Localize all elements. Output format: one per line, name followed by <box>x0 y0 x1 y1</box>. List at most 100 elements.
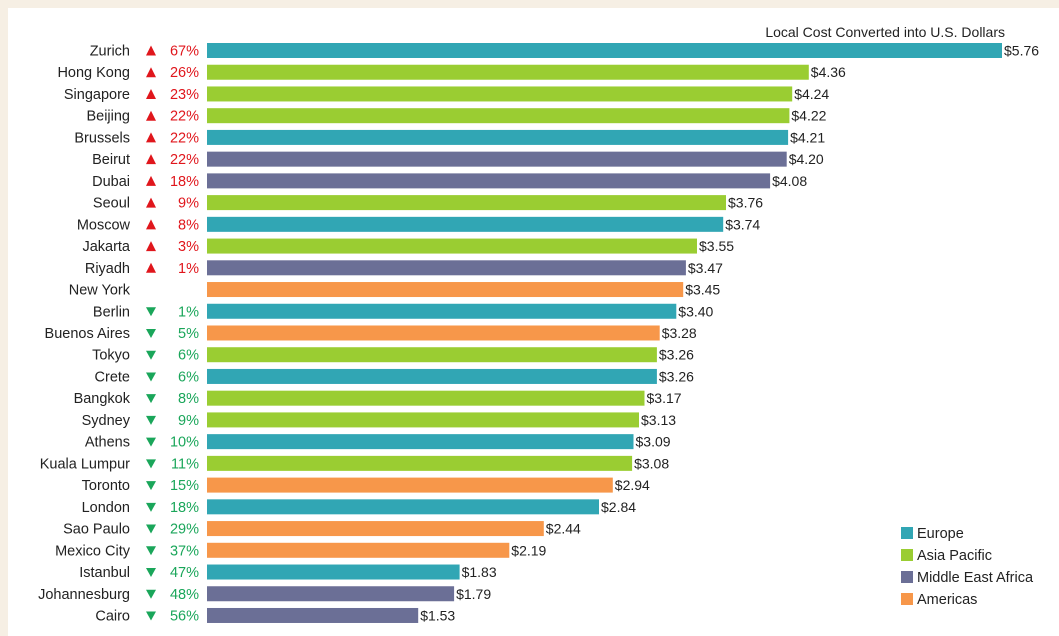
arrow-down-icon-mexico-city <box>146 546 156 556</box>
city-label-crete: Crete <box>95 369 130 385</box>
change-label-hong-kong: 26% <box>170 65 199 81</box>
city-label-jakarta: Jakarta <box>82 239 130 255</box>
value-label-sydney: $3.13 <box>641 412 676 428</box>
bar-row-hong-kong: Hong Kong 26% $4.36 <box>57 64 846 81</box>
arrow-up-icon-dubai <box>146 175 156 186</box>
arrow-up-icon-seoul <box>146 197 156 208</box>
value-label-new-york: $3.45 <box>685 282 720 298</box>
change-label-seoul: 9% <box>178 196 199 212</box>
arrow-down-icon-athens <box>146 437 156 447</box>
chart-title: Local Cost Converted into U.S. Dollars <box>765 24 1005 40</box>
value-label-singapore: $4.24 <box>794 86 829 102</box>
bar-row-sydney: Sydney 9% $3.13 <box>82 412 677 429</box>
arrow-down-icon-sao-paulo <box>146 524 156 534</box>
bar-row-sao-paulo: Sao Paulo 29% $2.44 <box>63 521 581 538</box>
legend-label-americas: Americas <box>917 592 977 608</box>
arrow-down-icon-tokyo <box>146 350 156 360</box>
bar-seoul <box>207 195 726 211</box>
city-label-buenos-aires: Buenos Aires <box>45 326 130 342</box>
legend-item-middle-east-africa: Middle East Africa <box>901 570 1034 586</box>
value-label-beirut: $4.20 <box>789 151 824 167</box>
arrow-up-icon-hong-kong <box>146 67 156 78</box>
change-label-sao-paulo: 29% <box>170 522 199 538</box>
arrow-down-icon-crete <box>146 372 156 382</box>
bar-kuala-lumpur <box>207 455 633 471</box>
value-label-zurich: $5.76 <box>1004 43 1039 59</box>
bar-mexico-city <box>207 542 510 558</box>
bar-beirut <box>207 151 787 167</box>
arrow-up-icon-beirut <box>146 154 156 165</box>
value-label-jakarta: $3.55 <box>699 238 734 254</box>
bar-row-johannesburg: Johannesburg 48% $1.79 <box>38 586 491 603</box>
legend-swatch-europe <box>901 527 913 539</box>
arrow-up-icon-beijing <box>146 110 156 121</box>
bar-sao-paulo <box>207 521 544 537</box>
bar-row-riyadh: Riyadh 1% $3.47 <box>85 260 723 277</box>
city-label-toronto: Toronto <box>82 478 130 494</box>
change-label-zurich: 67% <box>170 44 199 60</box>
value-label-london: $2.84 <box>601 499 636 515</box>
bar-row-beijing: Beijing 22% $4.22 <box>86 108 826 125</box>
change-label-athens: 10% <box>170 435 199 451</box>
city-label-brussels: Brussels <box>74 130 130 146</box>
city-label-johannesburg: Johannesburg <box>38 587 130 603</box>
bar-row-toronto: Toronto 15% $2.94 <box>82 477 650 494</box>
city-label-dubai: Dubai <box>92 174 130 190</box>
bar-row-beirut: Beirut 22% $4.20 <box>92 151 824 168</box>
value-label-berlin: $3.40 <box>678 303 713 319</box>
value-label-moscow: $3.74 <box>725 216 760 232</box>
city-label-tokyo: Tokyo <box>92 348 130 364</box>
bar-hong-kong <box>207 64 809 80</box>
arrow-up-icon-moscow <box>146 219 156 230</box>
value-label-mexico-city: $2.19 <box>511 542 546 558</box>
bar-zurich <box>207 43 1002 58</box>
city-label-moscow: Moscow <box>77 217 131 233</box>
arrow-down-icon-buenos-aires <box>146 328 156 338</box>
change-label-dubai: 18% <box>170 174 199 190</box>
change-label-mexico-city: 37% <box>170 543 199 559</box>
change-label-moscow: 8% <box>178 217 199 233</box>
bar-row-dubai: Dubai 18% $4.08 <box>92 173 807 190</box>
legend-label-europe: Europe <box>917 526 964 542</box>
arrow-up-icon-brussels <box>146 132 156 143</box>
legend-label-middle-east-africa: Middle East Africa <box>917 570 1034 586</box>
bar-row-istanbul: Istanbul 47% $1.83 <box>79 564 497 581</box>
legend: Europe Asia Pacific Middle East Africa Amer… <box>901 526 1034 608</box>
city-label-beirut: Beirut <box>92 152 130 168</box>
bar-riyadh <box>207 260 686 276</box>
change-label-johannesburg: 48% <box>170 587 199 603</box>
city-label-istanbul: Istanbul <box>79 565 130 581</box>
city-label-berlin: Berlin <box>93 304 130 320</box>
city-label-hong-kong: Hong Kong <box>57 65 130 81</box>
bar-row-jakarta: Jakarta 3% $3.55 <box>82 238 734 255</box>
bar-row-seoul: Seoul 9% $3.76 <box>93 195 763 212</box>
change-label-bangkok: 8% <box>178 391 199 407</box>
change-label-tokyo: 6% <box>178 348 199 364</box>
bar-row-cairo: Cairo 56% $1.53 <box>95 607 455 624</box>
change-label-london: 18% <box>170 500 199 516</box>
city-label-zurich: Zurich <box>90 44 130 60</box>
arrow-down-icon-istanbul <box>146 568 156 578</box>
change-label-sydney: 9% <box>178 413 199 429</box>
change-label-beijing: 22% <box>170 109 199 125</box>
legend-item-europe: Europe <box>901 526 964 542</box>
city-label-seoul: Seoul <box>93 196 130 212</box>
arrow-down-icon-johannesburg <box>146 589 156 599</box>
change-label-brussels: 22% <box>170 130 199 146</box>
bar-buenos-aires <box>207 325 660 341</box>
bar-crete <box>207 368 657 384</box>
value-label-riyadh: $3.47 <box>688 260 723 276</box>
change-label-riyadh: 1% <box>178 261 199 277</box>
chart-panel: Local Cost Converted into U.S. Dollars Z… <box>8 8 1059 636</box>
city-label-athens: Athens <box>85 435 130 451</box>
bar-row-singapore: Singapore 23% $4.24 <box>64 86 830 103</box>
change-label-buenos-aires: 5% <box>178 326 199 342</box>
bar-row-new-york: New York $3.45 <box>69 282 721 299</box>
legend-item-americas: Americas <box>901 592 977 608</box>
bar-row-athens: Athens 10% $3.09 <box>85 434 671 451</box>
value-label-athens: $3.09 <box>636 434 671 450</box>
change-label-kuala-lumpur: 11% <box>171 456 199 472</box>
bar-row-kuala-lumpur: Kuala Lumpur 11% $3.08 <box>40 455 670 472</box>
city-label-sydney: Sydney <box>82 413 131 429</box>
value-label-brussels: $4.21 <box>790 129 825 145</box>
